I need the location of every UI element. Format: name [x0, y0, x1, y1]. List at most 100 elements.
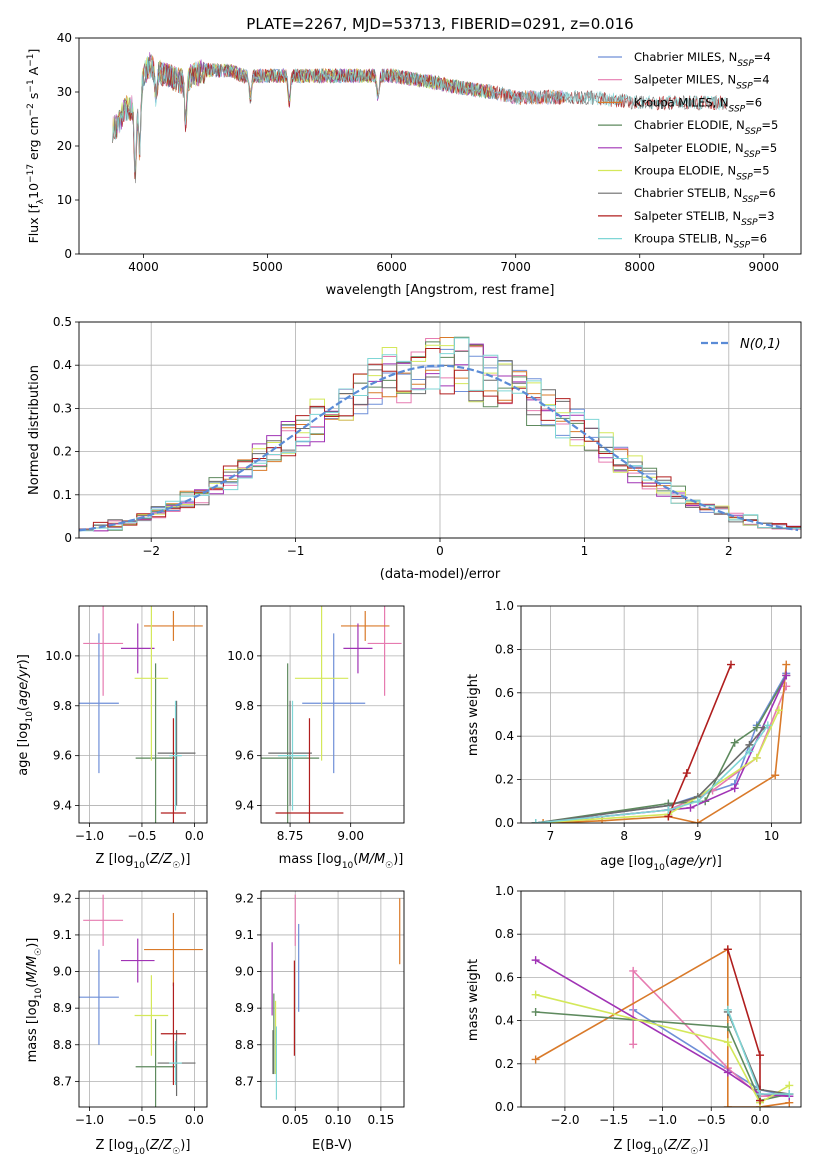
age-vs-z-panel: [79, 606, 207, 823]
age-vs-mass-axes: 8.75 9.00 9.4 9.6 9.8 10.0 mass [log10(M/M☉)]: [227, 605, 405, 871]
point-kroupa-elodie: [134, 975, 169, 1056]
point-salpeter-stelib: [160, 718, 187, 823]
x-tick-label: −1: [287, 544, 305, 558]
legend-label: Salpeter STELIB, NSSP=3: [634, 209, 775, 228]
y-tick-label: 0.2: [495, 1057, 514, 1071]
y-tick-label: 8.7: [53, 1074, 72, 1088]
y-tick-label: 0.8: [495, 927, 514, 941]
residuals-panel: [79, 321, 801, 539]
axes-frame: [260, 605, 405, 824]
data-point: [763, 721, 772, 730]
y-tick-label: 0.4: [495, 1014, 514, 1028]
y-tick-label: 9.4: [235, 799, 254, 813]
data-point: [756, 1090, 765, 1099]
x-axis-label: Z [log10(Z/Z☉)]: [96, 1138, 191, 1157]
mass-weight-vs-age-axes: 7 8 9 10 0.0 0.2 0.4 0.6 0.8 1.0 age [log10(age/yr…: [466, 599, 802, 873]
y-tick-label: 0.5: [53, 315, 72, 329]
point-salpeter-elodie: [343, 623, 373, 674]
x-axis-label: mass [log10(M/M☉)]: [279, 852, 404, 871]
x-tick-label: −1.0: [648, 1113, 677, 1127]
axes-frame: [520, 890, 802, 1108]
x-axis-label: age [log10(age/yr)]: [600, 854, 722, 873]
y-tick-label: 8.7: [235, 1074, 254, 1088]
residuals-axes: −2 −1 0 1 2 0 0.1 0.2 0.3 0.4 0.5 (data-model)/erro…: [27, 315, 802, 582]
legend-label: Chabrier ELODIE, NSSP=5: [634, 118, 778, 137]
y-tick-label: 9.1: [53, 928, 72, 942]
point-chabrier-miles: [79, 949, 119, 1045]
point-salpeter-miles: [367, 606, 402, 696]
y-tick-label: 0.1: [53, 488, 72, 502]
spectrum-plot-area: [112, 52, 727, 184]
point-salpeter-elodie: [120, 623, 155, 674]
spectrum-axes: 4000 5000 6000 7000 8000 9000 0 10 20 30 40 wavelen…: [26, 31, 802, 298]
y-axis-label: Flux [fλ10−17 erg cm−2 s−1 A−1]: [26, 49, 46, 244]
y-tick-label: 30: [57, 85, 72, 99]
legend-label: Salpeter ELODIE, NSSP=5: [634, 141, 777, 160]
spectrum-legend: Chabrier MILES, NSSP=4 Salpeter MILES, NS…: [598, 50, 778, 251]
point-chabrier-elodie: [135, 663, 176, 823]
y-tick-label: 8.8: [235, 1038, 254, 1052]
data-point: [686, 803, 695, 812]
y-tick-label: 9.6: [53, 749, 72, 763]
normal-curve: [79, 364, 799, 532]
x-tick-label: −1.0: [75, 829, 104, 843]
mass-weight-vs-z-panel: [521, 890, 801, 1108]
legend-label: Kroupa STELIB, NSSP=6: [634, 232, 767, 251]
mass-vs-ebv-panel: [261, 891, 404, 1107]
data-point: [727, 660, 735, 669]
data-point: [723, 1023, 732, 1032]
x-axis-label: (data-model)/error: [380, 567, 501, 582]
point-kroupa-elodie: [134, 606, 169, 761]
y-tick-label: 0.6: [495, 686, 514, 700]
data-point: [771, 771, 780, 780]
data-point: [531, 1007, 540, 1016]
x-tick-label: 7: [547, 829, 555, 843]
mass-vs-ebv-plot-area: [271, 894, 401, 1100]
x-tick-label: 10: [764, 829, 779, 843]
x-tick-label: −2: [142, 544, 160, 558]
histogram-kroupa-stelib: [79, 337, 801, 532]
y-tick-label: 9.2: [53, 891, 72, 905]
data-point: [693, 819, 702, 823]
x-tick-label: 6000: [376, 260, 407, 274]
x-tick-label: 1: [581, 544, 589, 558]
x-tick-label: 9000: [749, 260, 780, 274]
data-point: [752, 723, 761, 732]
series-line: [535, 672, 787, 823]
x-tick-label: 0.15: [368, 1113, 395, 1127]
axes-frame: [78, 890, 208, 1108]
series-salpeter-stelib: [723, 945, 765, 1105]
y-tick-label: 10: [57, 193, 72, 207]
mass-vs-z-axes: −1.0 −0.5 0.0 8.7 8.8 8.9 9.0 9.1 9.2 Z [log10(Z/…: [25, 890, 208, 1157]
data-point: [723, 1068, 732, 1077]
x-axis-label: Z [log10(Z/Z☉)]: [614, 1138, 709, 1157]
x-tick-label: 8.75: [277, 829, 304, 843]
y-axis-label: mass weight: [466, 674, 481, 756]
point-kroupa-miles: [144, 912, 203, 987]
x-axis-label: E(B-V): [312, 1138, 352, 1153]
x-tick-label: 9: [694, 829, 702, 843]
y-tick-label: 0.6: [495, 970, 514, 984]
data-point: [629, 966, 638, 975]
x-tick-label: 8: [620, 829, 628, 843]
y-tick-label: 8.9: [235, 1001, 254, 1015]
point-chabrier-elodie: [135, 1019, 176, 1107]
y-axis-label: Normed distribution: [27, 365, 42, 495]
data-point: [752, 753, 761, 762]
series-line: [535, 675, 788, 823]
data-point: [782, 660, 791, 669]
x-tick-label: −1.5: [599, 1113, 628, 1127]
data-point: [531, 819, 540, 823]
point-kroupa-stelib: [169, 1041, 182, 1086]
data-point: [782, 671, 791, 680]
x-tick-label: 2: [725, 544, 733, 558]
y-tick-label: 0.0: [495, 1100, 514, 1114]
data-point: [723, 945, 732, 954]
x-tick-label: 4000: [128, 260, 159, 274]
legend-label: Chabrier MILES, NSSP=4: [634, 50, 771, 69]
legend-label: Kroupa ELODIE, NSSP=5: [634, 164, 770, 183]
mass-weight-vs-age-plot-area: [531, 660, 791, 823]
y-axis-label: mass weight: [466, 959, 481, 1041]
mass-weight-vs-age-panel: [521, 605, 801, 824]
